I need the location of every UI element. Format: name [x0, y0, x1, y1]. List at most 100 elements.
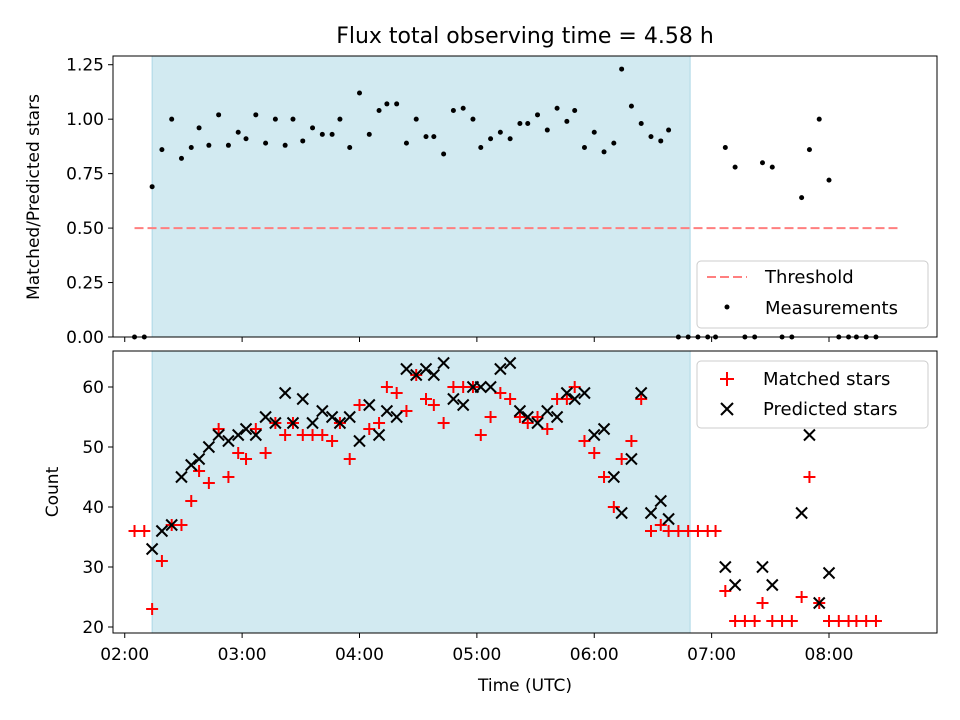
matched-star-point-43 — [531, 411, 544, 423]
matched-star-point-27 — [380, 381, 393, 393]
top-legend-box — [696, 260, 929, 329]
matched-star-point-70 — [785, 615, 798, 627]
matched-star-point-29 — [400, 405, 413, 417]
measurement-point-72 — [806, 147, 812, 153]
measurement-point-20 — [319, 131, 325, 137]
top-x-ticks — [124, 337, 830, 342]
top-y-axis: 0.00 0.25 0.50 0.75 1.00 1.25 — [66, 56, 113, 348]
matched-star-point-33 — [437, 417, 450, 429]
predicted-star-point-24 — [372, 428, 386, 442]
matched-star-point-51 — [607, 501, 620, 513]
legend-threshold-label: Threshold — [764, 267, 854, 288]
predicted-star-point-15 — [286, 416, 300, 430]
measurement-point-16 — [282, 142, 288, 148]
predicted-star-point-33 — [456, 398, 470, 412]
bottom-shaded-span — [151, 350, 691, 634]
predicted-star-point-32 — [447, 392, 460, 406]
bottom-y-axis: 20 30 40 50 60 — [82, 378, 113, 638]
measurement-point-19 — [310, 125, 316, 131]
predicted-star-point-0 — [145, 542, 159, 556]
top-points-layer — [132, 66, 879, 340]
top-ytick-label-1: 0.25 — [66, 274, 104, 294]
predicted-star-point-38 — [503, 356, 517, 370]
bottom-xtick-label-5: 07:00 — [687, 645, 736, 665]
predicted-star-point-60 — [795, 506, 808, 520]
measurement-point-17 — [290, 116, 296, 122]
matched-star-point-56 — [654, 519, 667, 531]
matched-star-point-66 — [748, 615, 761, 627]
bottom-y-axis-label: Count — [43, 466, 63, 517]
predicted-star-point-26 — [390, 410, 403, 424]
bottom-points-layer — [128, 356, 882, 627]
bottom-legend: Matched stars Predicted stars — [696, 360, 929, 429]
measurement-point-41 — [517, 121, 523, 127]
measurement-point-11 — [235, 129, 241, 135]
predicted-star-point-23 — [363, 398, 376, 412]
measurement-point-40 — [507, 136, 513, 142]
measurement-point-9 — [216, 112, 222, 118]
matched-star-point-63 — [719, 585, 732, 597]
predicted-star-point-35 — [474, 380, 487, 394]
measurement-point-28 — [394, 101, 400, 107]
predicted-star-point-8 — [222, 434, 235, 448]
matched-star-point-37 — [474, 429, 487, 441]
matched-star-point-12 — [240, 453, 253, 465]
predicted-star-point-13 — [269, 416, 282, 430]
matched-star-point-39 — [494, 387, 507, 399]
bottom-xtick-label-2: 04:00 — [335, 645, 384, 665]
top-y-axis-label: Matched/Predicted stars — [24, 94, 44, 300]
matched-star-point-13 — [249, 423, 262, 435]
bottom-legend-box — [696, 360, 929, 429]
matched-star-point-3 — [155, 555, 168, 567]
measurement-point-74 — [826, 177, 832, 183]
matched-star-point-42 — [521, 417, 534, 429]
measurement-point-67 — [759, 160, 765, 166]
matched-star-point-67 — [756, 597, 769, 609]
predicted-star-point-49 — [607, 470, 621, 484]
matched-star-point-38 — [484, 411, 497, 423]
matched-star-point-54 — [635, 393, 648, 405]
measurement-point-22 — [337, 116, 343, 122]
matched-star-point-5 — [175, 519, 188, 531]
predicted-star-point-53 — [644, 506, 658, 520]
matched-star-point-32 — [427, 399, 440, 411]
bottom-x-axis: 02:00 03:00 04:00 05:00 06:00 07:00 08:00 — [100, 633, 854, 665]
matched-star-point-24 — [353, 399, 366, 411]
predicted-star-point-30 — [427, 368, 441, 382]
matched-star-point-79 — [869, 615, 882, 627]
measurement-point-14 — [263, 140, 269, 146]
predicted-star-point-44 — [560, 386, 574, 400]
legend-matched-label: Matched stars — [763, 369, 890, 390]
matched-star-point-47 — [568, 381, 581, 393]
predicted-star-point-7 — [212, 428, 225, 442]
bottom-ytick-label-0: 20 — [82, 618, 104, 638]
predicted-star-point-58 — [756, 560, 769, 574]
matched-star-point-72 — [803, 471, 816, 483]
top-legend: Threshold Measurements — [696, 260, 929, 329]
x-axis-label: Time (UTC) — [477, 676, 572, 696]
matched-star-point-44 — [541, 423, 554, 435]
bottom-xtick-label-1: 03:00 — [218, 645, 267, 665]
measurement-point-46 — [564, 118, 570, 124]
measurement-point-13 — [253, 112, 259, 118]
bottom-plot-frame — [112, 350, 938, 634]
measurement-point-48 — [581, 144, 587, 150]
matched-star-point-52 — [615, 453, 628, 465]
matched-star-point-40 — [504, 393, 517, 405]
measurement-point-10 — [225, 142, 231, 148]
predicted-star-point-27 — [400, 362, 413, 376]
matched-star-point-55 — [644, 525, 657, 537]
matched-star-point-26 — [373, 417, 386, 429]
predicted-star-point-21 — [343, 410, 356, 424]
measurement-point-6 — [188, 144, 194, 150]
matched-star-point-49 — [588, 447, 601, 459]
measurement-point-23 — [347, 144, 353, 150]
measurement-point-5 — [178, 155, 184, 161]
predicted-star-point-52 — [634, 386, 648, 400]
top-ytick-label-5: 1.25 — [66, 56, 104, 76]
measurement-point-53 — [628, 103, 634, 109]
top-ytick-label-4: 1.00 — [66, 110, 104, 130]
bottom-ytick-label-1: 30 — [82, 558, 104, 578]
top-shaded-span-layer — [151, 55, 691, 338]
measurement-point-25 — [366, 131, 372, 137]
